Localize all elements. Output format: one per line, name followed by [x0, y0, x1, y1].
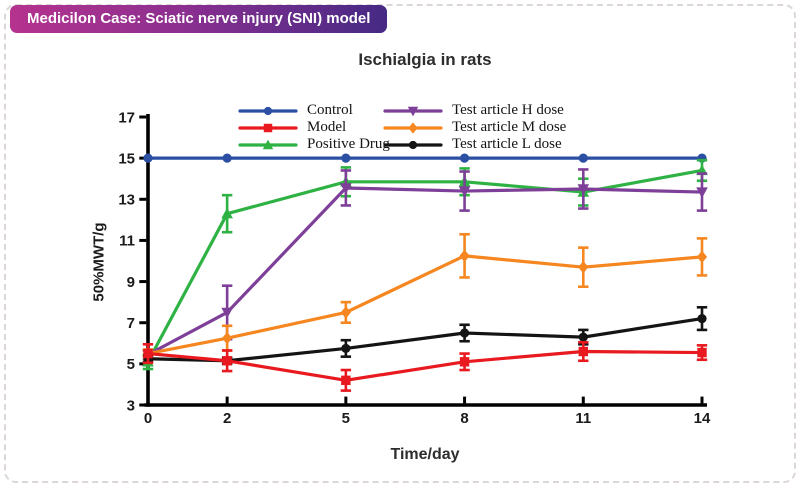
legend-label-positive-drug: Positive Drug	[307, 136, 390, 152]
model-line-marker-icon	[238, 123, 298, 132]
x-tick-label: 11	[575, 410, 591, 427]
legend-item-m-dose: Test article M dose	[383, 119, 566, 136]
x-tick-label: 2	[223, 410, 231, 427]
y-tick-label: 15	[118, 150, 135, 167]
y-tick-label: 7	[127, 315, 135, 332]
x-tick-label: 0	[144, 410, 152, 427]
legend-item-model: Model	[238, 119, 390, 136]
series-model	[142, 340, 708, 392]
legend-label-m-dose: Test article M dose	[452, 119, 567, 135]
x-tick-label: 5	[342, 410, 350, 427]
y-tick-label: 5	[127, 356, 135, 373]
x-tick-label: 14	[694, 410, 711, 427]
legend-label-h-dose: Test article H dose	[452, 102, 564, 118]
legend-item-control: Control	[238, 102, 390, 119]
case-title-badge: Medicilon Case: Sciatic nerve injury (SN…	[10, 5, 388, 33]
control-line-marker-icon	[238, 106, 298, 115]
y-tick-label: 13	[118, 192, 135, 209]
legend-label-model: Model	[307, 119, 347, 135]
legend-item-h-dose: Test article H dose	[383, 102, 566, 119]
axes: 3 5 7 9 11 13 15 17 0 2 5 8 11 14	[118, 109, 711, 427]
legend-column-1: Control Model Positive Drug	[238, 102, 390, 153]
chart-title: Ischialgia in rats	[358, 50, 492, 69]
legend-item-positive-drug: Positive Drug	[238, 136, 390, 153]
legend-column-2: Test article H dose Test article M dose …	[383, 102, 566, 153]
y-tick-label: 11	[119, 233, 135, 250]
legend-label-control: Control	[307, 102, 353, 118]
m-dose-line-marker-icon	[383, 121, 443, 134]
h-dose-line-marker-icon	[383, 106, 443, 116]
x-tick-label: 8	[460, 410, 468, 427]
series-control	[143, 153, 707, 163]
x-axis-label: Time/day	[390, 446, 460, 463]
positive-drug-line-marker-icon	[238, 139, 298, 149]
y-tick-label: 17	[118, 109, 135, 126]
legend-label-l-dose: Test article L dose	[452, 136, 562, 152]
l-dose-line-marker-icon	[383, 140, 443, 149]
y-tick-label: 3	[127, 397, 135, 414]
legend-item-l-dose: Test article L dose	[383, 136, 566, 153]
y-tick-label: 9	[127, 274, 135, 291]
